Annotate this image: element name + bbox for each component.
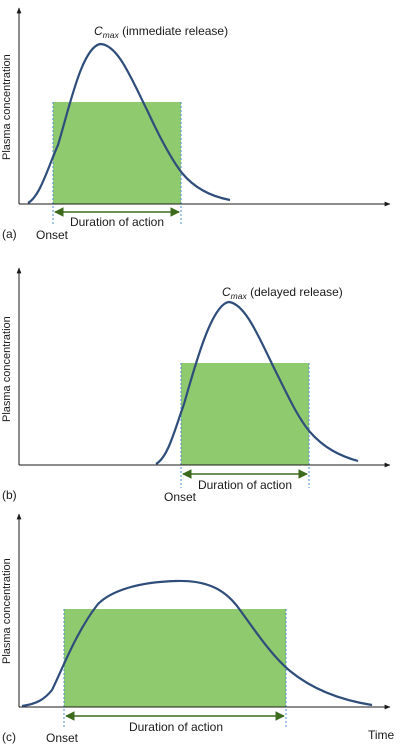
panel-a: Duration of action Onset (a) Plasma conc… (1, 7, 391, 242)
panel-label-a: (a) (2, 227, 17, 241)
therapeutic-window-a (53, 102, 181, 204)
concentration-curve-b (155, 300, 359, 465)
panel-label-b: (b) (2, 488, 17, 502)
panel-label-c: (c) (2, 730, 16, 744)
cmax-label-a: Cmax (immediate release) (94, 24, 228, 40)
concentration-curve-a (27, 42, 231, 204)
onset-label-b: Onset (164, 490, 197, 504)
duration-label-c: Duration of action (129, 720, 223, 734)
duration-label-b: Duration of action (198, 478, 292, 492)
y-axis-label-a: Plasma concentration (1, 54, 13, 160)
panel-c: Duration of action Onset Time (c) Plasma… (1, 513, 395, 744)
cmax-label-b: Cmax (delayed release) (222, 285, 343, 301)
panel-b: Duration of action Onset (b) Plasma conc… (1, 267, 391, 504)
therapeutic-window-b (181, 363, 309, 465)
onset-label-c: Onset (46, 731, 79, 744)
y-axis-label-c: Plasma concentration (1, 558, 13, 664)
time-label-c: Time (368, 728, 395, 742)
onset-label-a: Onset (36, 228, 69, 242)
duration-label-a: Duration of action (70, 215, 164, 229)
therapeutic-window-c (64, 609, 286, 707)
concentration-curve-c (21, 579, 373, 708)
y-axis-label-b: Plasma concentration (1, 316, 13, 422)
